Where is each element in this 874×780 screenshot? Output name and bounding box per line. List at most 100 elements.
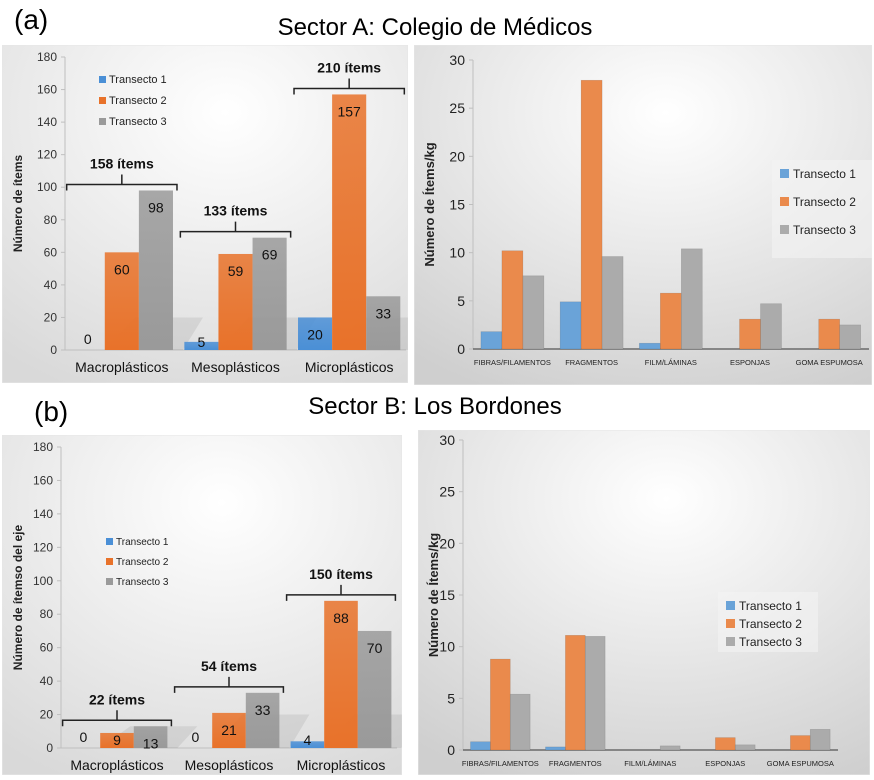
group-bracket (61, 710, 173, 727)
data-label: 13 (143, 735, 159, 751)
legend-label: Transecto 2 (109, 95, 167, 107)
x-category-label: Microplásticos (305, 359, 394, 375)
chart-a-items: 0 20 40 60 80 100 120 140 160 180 Número de ítems 0… (1, 44, 431, 384)
x-category-label: Macroplásticos (70, 757, 163, 773)
bar-t1 (184, 341, 219, 350)
legend-label: Transecto 3 (116, 577, 169, 588)
y-tick-label: 40 (40, 674, 54, 688)
y-tick-label: 120 (33, 540, 53, 554)
data-label: 98 (148, 199, 164, 215)
y-tick-label: 15 (449, 197, 465, 213)
bar-t2 (660, 292, 682, 350)
y-tick-label: 15 (439, 587, 455, 603)
x-category-label: FIBRAS/FILAMENTOS (462, 759, 539, 768)
x-category-label: FIBRAS/FILAMENTOS (474, 358, 551, 367)
bar-t3 (734, 744, 756, 751)
legend-swatch-t2 (780, 197, 789, 206)
y-tick-label: 25 (439, 484, 455, 500)
data-label: 33 (375, 305, 391, 321)
legend-swatch-t3 (99, 118, 106, 125)
y-tick-label: 30 (439, 432, 455, 448)
chart-a-items-per-kg: 0 5 10 15 20 25 30 Número de Ítems/kg FIBRAS/FIL… (413, 44, 874, 386)
bar-t1 (545, 746, 566, 751)
y-tick-label: 20 (439, 535, 455, 551)
group-bracket (179, 221, 292, 238)
y-tick-label: 20 (40, 708, 54, 722)
data-label: 69 (262, 247, 278, 263)
bar-t2 (565, 635, 586, 751)
legend-label: Transecto 1 (109, 74, 167, 86)
bar-t3 (659, 745, 681, 751)
x-category-label: Mesoplásticos (185, 757, 274, 773)
y-axis-title: Número de Ítems/kg (426, 533, 441, 657)
bar-t2 (212, 712, 246, 748)
group-total-label: 150 ítems (309, 566, 373, 582)
data-label: 20 (307, 326, 323, 342)
bar-t3 (366, 296, 401, 350)
chart-b-right-svg: 0 5 10 15 20 25 30 Número de Ítems/kg FIBRAS/FIL… (417, 429, 871, 776)
chart-a-right-svg: 0 5 10 15 20 25 30 Número de Ítems/kg FIBRAS/FIL… (413, 44, 874, 386)
data-label: 157 (337, 103, 361, 119)
legend-label: Transecto 3 (109, 116, 167, 128)
group-total-label: 54 ítems (201, 658, 257, 674)
y-tick-label: 20 (44, 310, 58, 324)
y-tick-label: 0 (50, 343, 57, 357)
bar-t2 (580, 79, 603, 350)
bar-t2 (100, 732, 134, 748)
y-tick-label: 20 (449, 148, 465, 164)
y-tick-label: 180 (37, 50, 57, 64)
data-label: 9 (113, 732, 121, 748)
x-category-label: Mesoplásticos (191, 359, 280, 375)
data-label: 0 (80, 729, 88, 745)
bar-t2 (104, 252, 139, 350)
y-tick-label: 180 (33, 440, 53, 454)
data-label: 59 (228, 263, 244, 279)
legend-label: Transecto 2 (793, 195, 856, 209)
group-total-label: 22 ítems (89, 691, 145, 707)
bar-t1 (559, 301, 582, 350)
bar-t3 (839, 324, 861, 350)
legend-label: Transecto 1 (739, 599, 802, 613)
y-tick-label: 120 (37, 148, 57, 162)
bar-t1 (470, 741, 491, 751)
y-tick-label: 100 (37, 180, 57, 194)
bar-t2 (490, 658, 511, 751)
y-tick-label: 0 (457, 341, 465, 357)
bar-t2 (790, 735, 811, 751)
data-label: 88 (333, 610, 349, 626)
y-tick-label: 60 (44, 245, 58, 259)
y-tick-label: 80 (44, 213, 58, 227)
legend-swatch-t2 (106, 558, 113, 565)
x-category-label: GOMA ESPUMOSA (796, 358, 863, 367)
y-axis-title: Número de ítemso del eje (11, 524, 25, 670)
bar-t3 (809, 729, 831, 751)
sector-b-title: Sector B: Los Bordones (308, 393, 562, 420)
y-tick-label: 140 (37, 115, 57, 129)
y-tick-label: 5 (457, 293, 465, 309)
legend-swatch-t1 (726, 601, 735, 610)
y-tick-label: 160 (37, 83, 57, 97)
group-total-label: 133 ítems (204, 203, 268, 219)
legend-label: Transecto 3 (793, 223, 856, 237)
sector-a-title: Sector A: Colegio de Médicos (277, 14, 593, 41)
y-tick-label: 5 (447, 690, 455, 706)
bar-t1 (639, 342, 661, 350)
x-category-label: FILM/LÁMINAS (624, 759, 676, 768)
bar-t3 (138, 190, 173, 350)
data-label: 33 (255, 702, 271, 718)
legend-swatch-t2 (726, 619, 735, 628)
chart-b-items: 0 20 40 60 80 100 120 140 160 180 Número de ítemso… (1, 434, 422, 776)
y-axis-title: Número de ítems (11, 154, 25, 252)
x-category-label: FRAGMENTOS (549, 759, 602, 768)
legend-label: Transecto 1 (793, 167, 856, 181)
bar-t3 (357, 630, 392, 748)
bar-t2 (218, 253, 253, 350)
legend-swatch-t2 (99, 97, 106, 104)
bar-t2 (324, 600, 358, 748)
data-label: 70 (367, 640, 383, 656)
bar-t3 (522, 275, 545, 350)
x-category-label: ESPONJAS (730, 358, 770, 367)
bar-t2 (332, 94, 367, 350)
group-bracket (293, 78, 406, 95)
